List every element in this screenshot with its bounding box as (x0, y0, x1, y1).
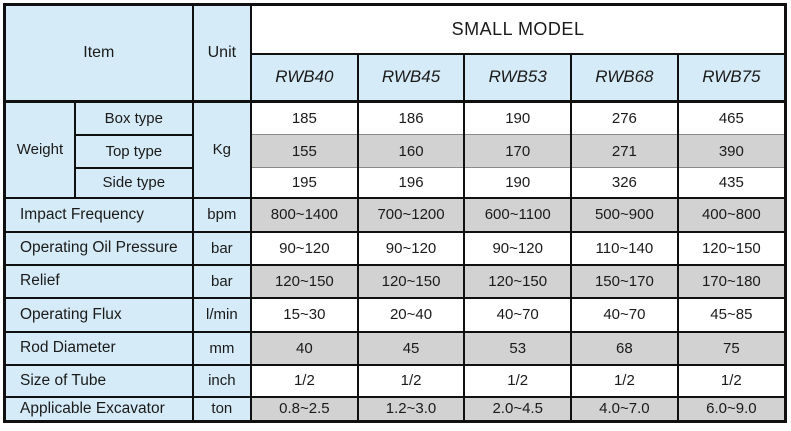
row-unit: mm (191, 330, 253, 366)
value-cell: 1/2 (250, 363, 359, 398)
weight-label-cell: Weight (3, 100, 76, 199)
value-cell: 170~180 (676, 263, 787, 299)
value-cell: 6.0~9.0 (676, 395, 787, 423)
small-model-header-cell: SMALL MODEL (250, 3, 787, 55)
value-cell: 1/2 (356, 363, 466, 398)
value-cell: 196 (356, 167, 466, 199)
value-cell: 150~170 (570, 263, 679, 299)
weight-sublabel-box: Box type (73, 100, 194, 136)
value-cell: 45 (356, 330, 466, 366)
value-cell: 190 (463, 167, 573, 199)
value-cell: 4.0~7.0 (570, 395, 679, 423)
spec-row-operating-oil-pressure: Operating Oil Pressure bar 90~120 90~120… (3, 230, 787, 266)
model-header-rwb53: RWB53 (463, 52, 573, 103)
weight-row-side: Side type 195 196 190 326 435 (5, 166, 787, 199)
value-cell: 40 (250, 330, 359, 366)
item-header-cell: Item (3, 3, 194, 103)
model-header-rwb40: RWB40 (250, 52, 359, 103)
row-label: Operating Oil Pressure (3, 230, 194, 266)
row-unit: bar (191, 263, 253, 299)
model-header-rwb45: RWB45 (356, 52, 466, 103)
value-cell: 120~150 (356, 263, 466, 299)
value-cell: 1.2~3.0 (356, 395, 466, 423)
row-label: Operating Flux (3, 296, 194, 333)
header-row-group: Item Unit SMALL MODEL (3, 3, 787, 103)
unit-header-cell: Unit (191, 3, 253, 103)
spec-row-size-of-tube: Size of Tube inch 1/2 1/2 1/2 1/2 1/2 (3, 363, 787, 398)
value-cell: 110~140 (570, 230, 679, 266)
value-cell: 40~70 (463, 296, 573, 333)
value-cell: 90~120 (356, 230, 466, 266)
value-cell: 186 (356, 100, 466, 135)
header-row-models: RWB40 RWB45 RWB53 RWB68 RWB75 (5, 52, 787, 103)
model-header-rwb75: RWB75 (676, 52, 787, 103)
value-cell: 1/2 (676, 363, 787, 398)
value-cell: 40~70 (570, 296, 679, 333)
row-unit: bpm (191, 196, 253, 233)
row-label: Relief (3, 263, 194, 299)
row-unit: inch (191, 363, 253, 398)
spec-row-rod-diameter: Rod Diameter mm 40 45 53 68 75 (3, 330, 787, 366)
value-cell: 2.0~4.5 (463, 395, 573, 423)
value-cell: 185 (250, 100, 359, 135)
row-label: Rod Diameter (3, 330, 194, 366)
value-cell: 276 (570, 100, 679, 135)
row-unit: l/min (191, 296, 253, 333)
value-cell: 195 (250, 167, 359, 199)
value-cell: 1/2 (463, 363, 573, 398)
value-cell: 120~150 (250, 263, 359, 299)
value-cell: 0.8~2.5 (250, 395, 359, 423)
value-cell: 155 (250, 134, 359, 168)
value-cell: 800~1400 (250, 196, 359, 233)
row-unit: ton (191, 395, 253, 423)
value-cell: 390 (676, 134, 787, 168)
value-cell: 271 (570, 134, 679, 168)
model-header-rwb68: RWB68 (570, 52, 679, 103)
value-cell: 75 (676, 330, 787, 366)
value-cell: 90~120 (250, 230, 359, 266)
weight-row-top: Top type 155 160 170 271 390 (5, 133, 787, 169)
value-cell: 465 (676, 100, 787, 135)
value-cell: 435 (676, 167, 787, 199)
value-cell: 20~40 (356, 296, 466, 333)
weight-sublabel-top: Top type (73, 133, 194, 169)
value-cell: 500~900 (570, 196, 679, 233)
value-cell: 120~150 (676, 230, 787, 266)
row-label: Applicable Excavator (3, 395, 194, 423)
value-cell: 170 (463, 134, 573, 168)
weight-unit-cell: Kg (191, 100, 253, 199)
value-cell: 326 (570, 167, 679, 199)
value-cell: 1/2 (570, 363, 679, 398)
value-cell: 53 (463, 330, 573, 366)
value-cell: 15~30 (250, 296, 359, 333)
spec-row-operating-flux: Operating Flux l/min 15~30 20~40 40~70 4… (3, 296, 787, 333)
value-cell: 700~1200 (356, 196, 466, 233)
value-cell: 90~120 (463, 230, 573, 266)
value-cell: 400~800 (676, 196, 787, 233)
row-unit: bar (191, 230, 253, 266)
weight-row-box: Weight Box type Kg 185 186 190 276 465 (3, 100, 787, 199)
weight-sublabel-side: Side type (73, 166, 194, 199)
spec-row-applicable-excavator: Applicable Excavator ton 0.8~2.5 1.2~3.0… (3, 395, 787, 423)
spec-row-impact-frequency: Impact Frequency bpm 800~1400 700~1200 6… (3, 196, 787, 233)
row-label: Impact Frequency (3, 196, 194, 233)
value-cell: 600~1100 (463, 196, 573, 233)
value-cell: 68 (570, 330, 679, 366)
value-cell: 45~85 (676, 296, 787, 333)
value-cell: 160 (356, 134, 466, 168)
value-cell: 190 (463, 100, 573, 135)
breaker-spec-table: Item Unit SMALL MODEL RWB40 RWB45 RWB53 … (3, 3, 787, 423)
spec-row-relief: Relief bar 120~150 120~150 120~150 150~1… (3, 263, 787, 299)
value-cell: 120~150 (463, 263, 573, 299)
row-label: Size of Tube (3, 363, 194, 398)
